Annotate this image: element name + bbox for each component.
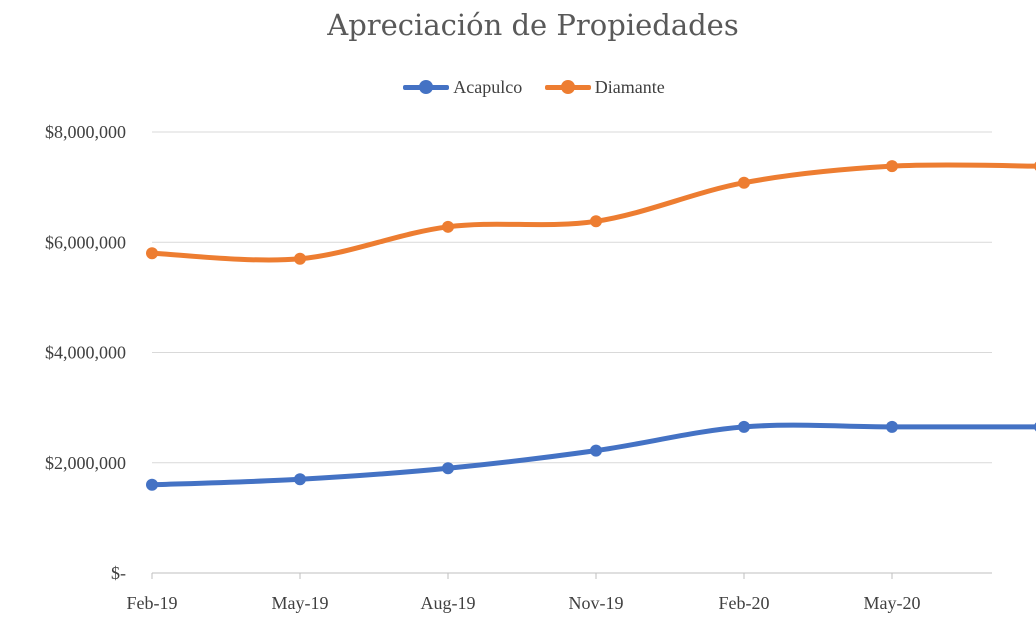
legend-label-acapulco: Acapulco (453, 77, 523, 97)
x-tick-label: Feb-20 (719, 593, 770, 613)
data-point-diamante (738, 176, 750, 189)
data-point-acapulco (738, 420, 750, 433)
x-tick-label: May-20 (864, 593, 921, 613)
y-tick-label: $2,000,000 (45, 453, 126, 473)
legend-swatch-diamante (544, 80, 591, 94)
y-tick-label: $4,000,000 (45, 343, 126, 363)
legend: Acapulco Diamante (0, 74, 1036, 98)
legend-item-diamante: Diamante (544, 77, 665, 98)
x-tick-label: Feb-19 (127, 593, 178, 613)
legend-swatch-acapulco (403, 80, 450, 94)
chart-title: Apreciación de Propiedades (327, 8, 739, 42)
data-point-diamante (294, 252, 306, 265)
x-tick-label: May-19 (272, 593, 329, 613)
data-point-acapulco (886, 420, 898, 433)
data-point-diamante (442, 220, 454, 233)
legend-item-acapulco: Acapulco (403, 77, 522, 98)
data-point-acapulco (442, 462, 454, 475)
y-tick-label: $8,000,000 (45, 122, 126, 142)
series-line-diamante (149, 162, 1036, 263)
data-point-acapulco (146, 478, 158, 491)
y-tick-label: $- (111, 563, 126, 583)
data-point-diamante (590, 215, 602, 228)
data-point-acapulco (294, 473, 306, 486)
legend-label-diamante: Diamante (594, 77, 665, 97)
data-point-diamante (886, 160, 898, 173)
x-tick-label: Aug-19 (421, 593, 476, 613)
data-point-diamante (146, 247, 158, 260)
y-tick-label: $6,000,000 (45, 232, 126, 252)
data-point-acapulco (590, 444, 602, 457)
x-tick-label: Nov-19 (569, 593, 624, 613)
